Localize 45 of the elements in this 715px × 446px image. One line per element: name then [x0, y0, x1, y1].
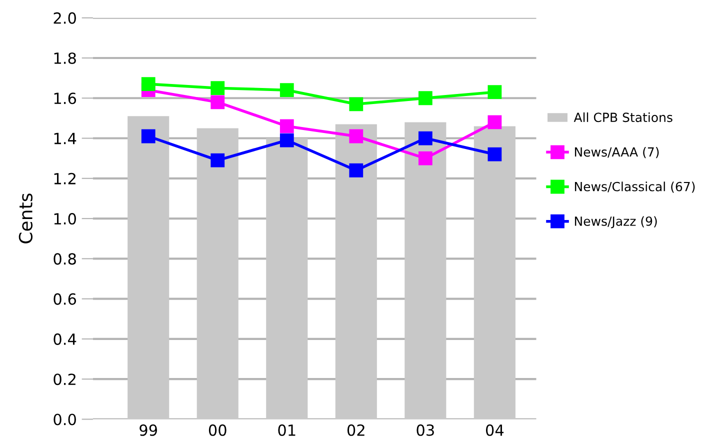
- point: [141, 77, 156, 92]
- bar: [404, 122, 446, 420]
- y-tick-label: 1.8: [54, 52, 76, 64]
- point: [210, 95, 225, 110]
- legend-label: All CPB Stations: [574, 112, 672, 122]
- y-tick-label: 0.6: [54, 293, 76, 305]
- legend-label: News/Classical (67): [574, 182, 695, 193]
- y-tick-label: 0.4: [54, 333, 76, 345]
- bar: [335, 124, 377, 420]
- y-tick-label: 2.0: [54, 12, 76, 24]
- x-tick-label: 03: [416, 424, 434, 436]
- point: [418, 131, 432, 146]
- point: [210, 81, 225, 96]
- point: [141, 129, 156, 144]
- point: [488, 115, 502, 130]
- y-tick-label: 0.8: [54, 253, 76, 265]
- bar: [474, 126, 516, 420]
- point: [349, 129, 364, 144]
- legend-label: News/AAA (7): [574, 147, 659, 158]
- x-tick-label: 99: [140, 424, 158, 436]
- x-tick-label: 00: [208, 424, 226, 436]
- x-tick-label: 01: [278, 424, 296, 436]
- legend-label: News/Jazz (9): [574, 216, 657, 228]
- point: [349, 163, 364, 178]
- point: [280, 83, 294, 98]
- point: [488, 85, 502, 100]
- y-tick-label: 1.6: [54, 92, 76, 104]
- point: [280, 119, 294, 134]
- bar: [266, 138, 308, 420]
- y-tick-label: 0.0: [54, 414, 76, 426]
- y-tick-label: 1.2: [54, 172, 76, 184]
- point: [418, 91, 432, 106]
- x-tick-label: 04: [486, 424, 504, 436]
- point: [349, 97, 364, 112]
- point: [210, 153, 225, 168]
- y-tick-label: 1.4: [54, 132, 76, 144]
- y-axis-title: Cents: [18, 194, 33, 244]
- point: [418, 151, 432, 166]
- bar: [196, 128, 238, 420]
- point: [488, 147, 502, 162]
- bar: [128, 116, 170, 420]
- y-tick-label: 1.0: [54, 213, 76, 225]
- x-tick-label: 02: [347, 424, 364, 436]
- point: [280, 133, 294, 148]
- y-tick-label: 0.2: [54, 374, 76, 386]
